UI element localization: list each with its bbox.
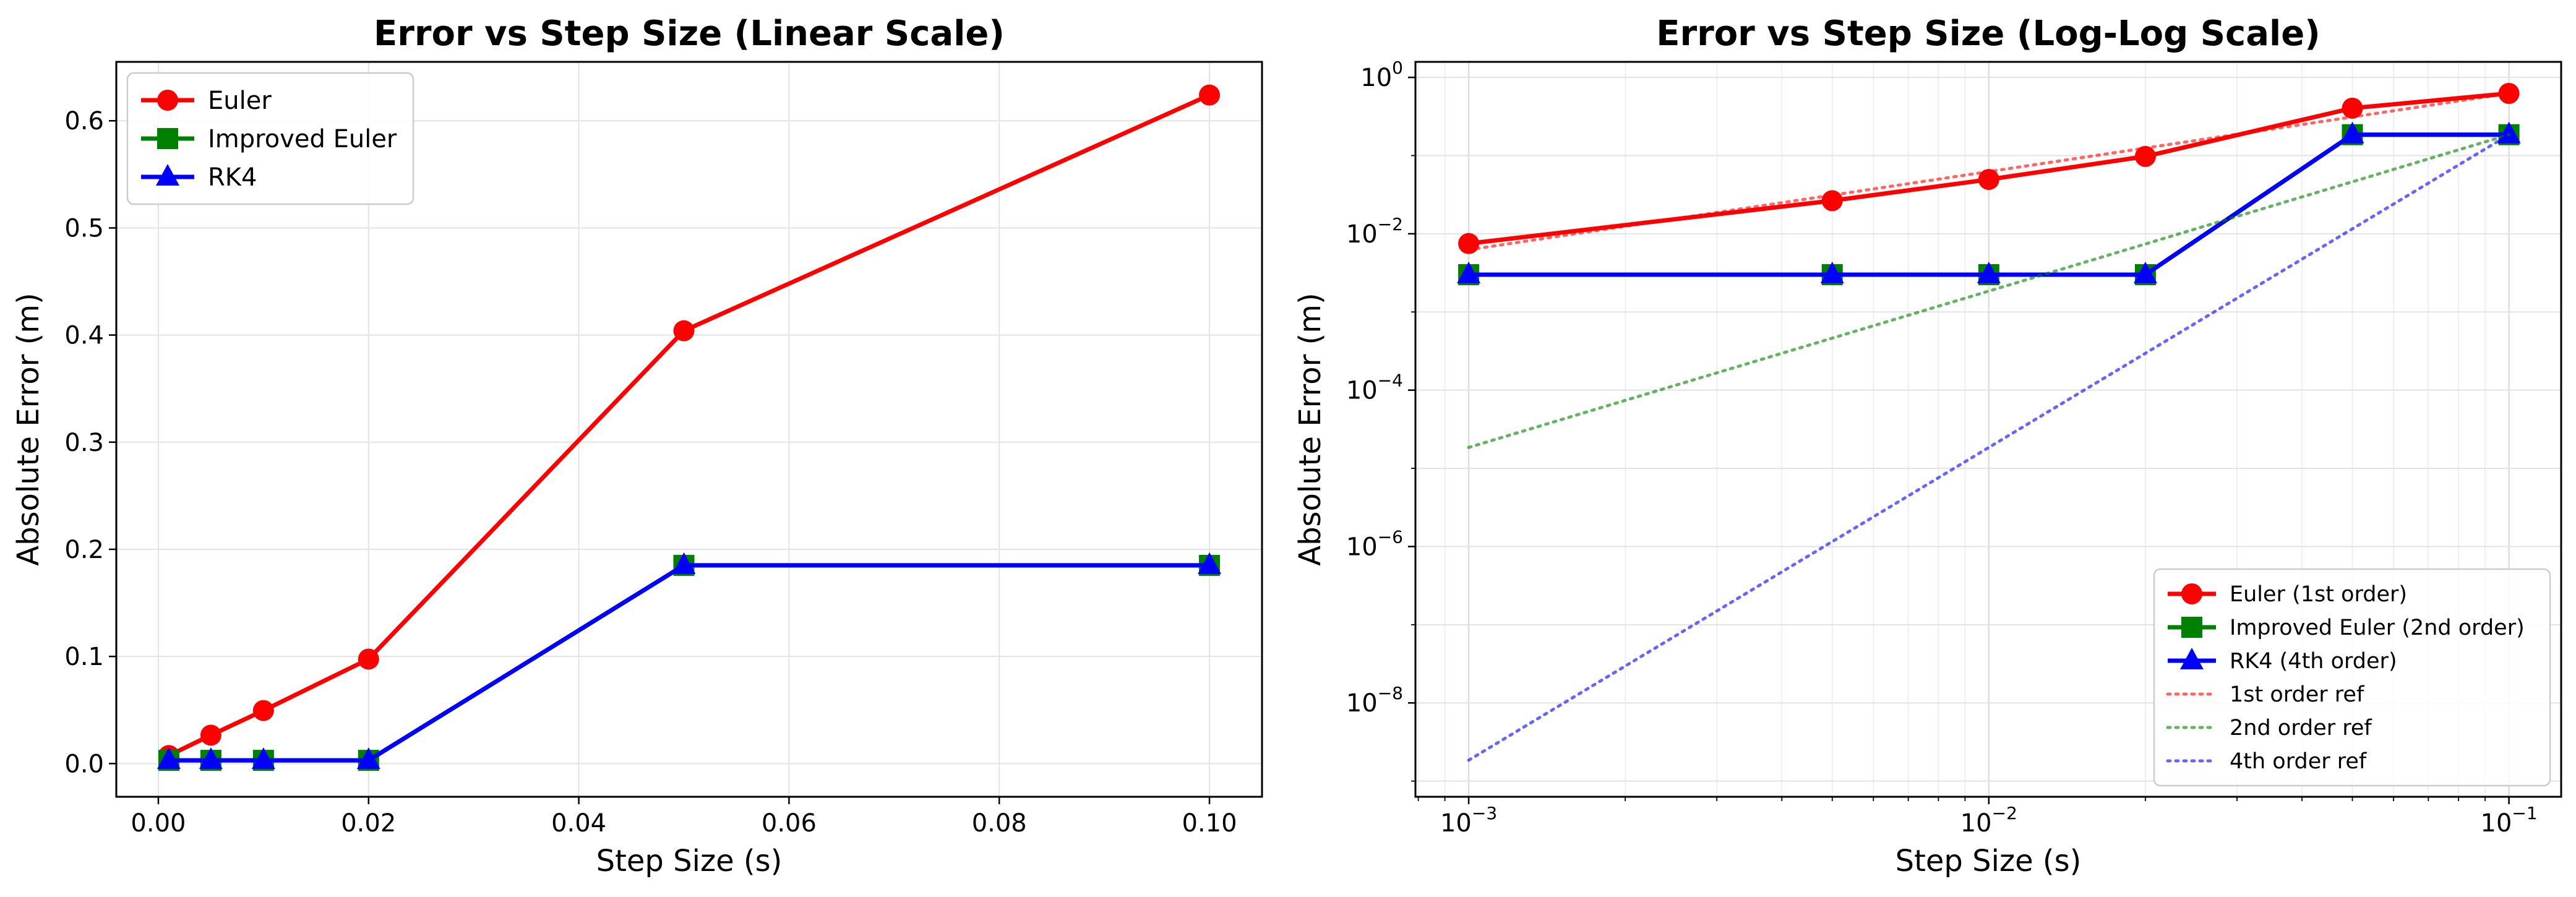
loglog-x-tick-label: 10−1	[2481, 803, 2538, 838]
loglog-y-tick-label: 10−4	[1346, 371, 1403, 405]
linear-legend-improved-euler-label: Improved Euler	[208, 125, 397, 153]
linear-legend-euler-label: Euler	[208, 87, 272, 115]
loglog-series-1st-order-ref-line	[1467, 92, 2511, 252]
linear-series-rk4-point	[251, 747, 275, 770]
loglog-series-rk4-4th-order-point	[1457, 261, 1481, 283]
linear-y-tick-label: 0.6	[64, 107, 104, 135]
loglog-series-euler-1st-order-point	[1978, 169, 1999, 191]
linear-legend-improved-euler-marker	[157, 128, 178, 149]
linear-chart: 0.00 0.02 0.04 0.06 0.08 0.10 0.0 0.1 0.2 0.3 0.4 0…	[11, 14, 1263, 878]
linear-ticks: 0.00 0.02 0.04 0.06 0.08 0.10 0.0 0.1 0.2 0.3 0.4 0…	[64, 107, 1237, 838]
linear-series-euler-point	[252, 700, 274, 721]
loglog-series-euler-1st-order-point	[1821, 190, 1843, 212]
linear-x-axis-label: Step Size (s)	[596, 844, 783, 878]
loglog-legend-rk4-4th-order-marker	[2180, 648, 2204, 669]
loglog-chart-title: Error vs Step Size (Log-Log Scale)	[1656, 14, 2321, 54]
loglog-ticks: 10−3 10−2 10−1 10−8 10−6 10−4 10−2 100	[1346, 58, 2538, 838]
loglog-series-rk4-4th-order-point	[1820, 261, 1844, 283]
loglog-y-tick-label: 100	[1360, 58, 1403, 92]
loglog-legend-rk4-4th-order-label: RK4 (4th order)	[2230, 649, 2397, 674]
linear-series-group	[157, 84, 1222, 771]
loglog-series-euler-1st-order-line	[1468, 91, 2509, 246]
linear-legend: Euler Improved Euler RK4	[126, 72, 414, 205]
loglog-y-axis-label: Absolute Error (m)	[1293, 293, 1328, 566]
linear-y-axis-label: Absolute Error (m)	[11, 293, 46, 566]
linear-y-tick-label: 0.1	[64, 643, 104, 671]
linear-x-tick-label: 0.04	[551, 809, 606, 838]
loglog-x-axis-label: Step Size (s)	[1896, 844, 2082, 878]
linear-series-euler-point	[673, 320, 695, 341]
linear-x-tick-label: 0.10	[1182, 809, 1237, 838]
loglog-y-tick-label: 10−2	[1346, 214, 1403, 249]
loglog-series-euler-1st-order-point	[2498, 82, 2520, 104]
loglog-series-rk4-4th-order-point	[1977, 261, 2001, 283]
linear-x-tick-label: 0.06	[762, 809, 817, 838]
loglog-legend-euler-1st-order-marker	[2181, 583, 2202, 604]
linear-series-rk4-point	[199, 747, 223, 770]
linear-y-tick-label: 0.4	[64, 322, 104, 350]
loglog-x-tick-label: 10−3	[1440, 803, 1497, 838]
linear-x-tick-label: 0.08	[972, 809, 1027, 838]
loglog-legend-improved-euler-2nd-order-marker	[2181, 617, 2202, 638]
loglog-series-rk4-4th-order-line	[1469, 132, 2509, 277]
linear-x-tick-label: 0.00	[131, 809, 186, 838]
linear-series-euler-point	[1199, 84, 1221, 106]
loglog-legend-2nd-order-ref-label: 2nd order ref	[2230, 716, 2372, 740]
loglog-legend: Euler (1st order) Improved Euler (2nd ord…	[2153, 568, 2551, 787]
linear-legend-box	[126, 72, 414, 205]
loglog-series-euler-1st-order-point	[1458, 233, 1480, 254]
linear-y-tick-label: 0.5	[64, 214, 104, 242]
loglog-y-tick-label: 10−8	[1346, 683, 1403, 718]
loglog-legend-box	[2153, 568, 2551, 787]
loglog-grid	[1415, 62, 2561, 797]
linear-series-euler-point	[358, 648, 379, 670]
loglog-y-tick-label: 10−6	[1346, 526, 1403, 561]
linear-y-tick-label: 0.2	[64, 536, 104, 564]
loglog-legend-improved-euler-2nd-order-label: Improved Euler (2nd order)	[2230, 616, 2525, 640]
linear-series-euler-point	[200, 724, 221, 746]
linear-series-rk4-point	[157, 747, 181, 770]
linear-y-tick-label: 0.0	[64, 750, 104, 778]
loglog-series-euler-1st-order-point	[2134, 145, 2156, 167]
loglog-chart: 10−3 10−2 10−1 10−8 10−6 10−4 10−2 100 Error vs…	[1293, 14, 2562, 878]
linear-series-rk4-point	[672, 552, 696, 574]
loglog-series-rk4-4th-order-point	[2340, 121, 2364, 144]
linear-legend-euler-marker	[157, 90, 178, 111]
loglog-legend-1st-order-ref-label: 1st order ref	[2230, 682, 2364, 707]
loglog-series-rk4-4th-order-point	[2133, 261, 2157, 283]
linear-legend-rk4-label: RK4	[208, 163, 257, 192]
loglog-series-euler-1st-order-point	[2342, 97, 2363, 119]
linear-y-tick-label: 0.3	[64, 429, 104, 457]
loglog-series-group	[1457, 82, 2521, 762]
linear-legend-rk4-marker	[156, 164, 179, 186]
linear-series-rk4-point	[1198, 552, 1222, 574]
loglog-x-tick-label: 10−2	[1960, 803, 2017, 838]
loglog-legend-euler-1st-order-label: Euler (1st order)	[2230, 582, 2407, 607]
loglog-series-4th-order-ref-line	[1467, 133, 2511, 762]
linear-series-rk4-point	[356, 747, 380, 770]
linear-chart-title: Error vs Step Size (Linear Scale)	[374, 14, 1005, 54]
loglog-legend-4th-order-ref-label: 4th order ref	[2230, 749, 2367, 774]
linear-plot-frame	[115, 61, 1263, 798]
linear-x-tick-label: 0.02	[341, 809, 396, 838]
